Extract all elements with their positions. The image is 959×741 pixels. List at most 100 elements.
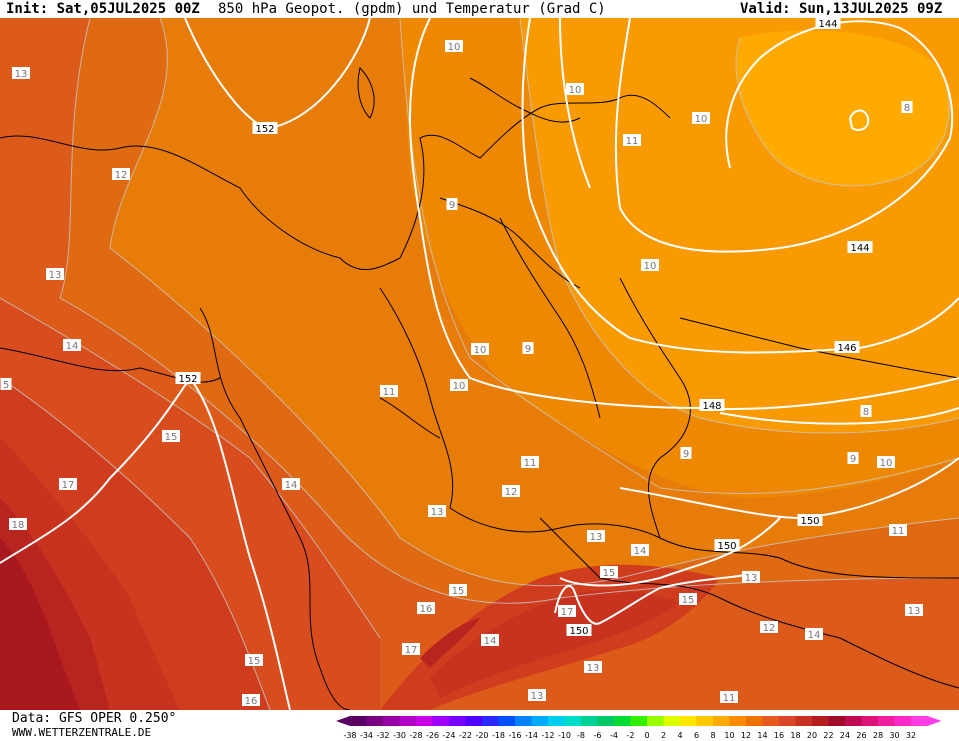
- temperature-label-box: [584, 661, 602, 673]
- temperature-label: 9: [525, 344, 531, 355]
- legend-tick-label: 10: [724, 731, 734, 740]
- temperature-label-box: [805, 628, 823, 640]
- country-border: [619, 277, 691, 539]
- legend-tick-label: 16: [774, 731, 784, 740]
- temperature-label: 14: [66, 341, 79, 352]
- temperature-label: 8: [904, 103, 910, 114]
- geopotential-label: 150: [800, 516, 819, 527]
- country-border: [539, 517, 959, 689]
- legend-tick-label: -22: [459, 731, 472, 740]
- legend-swatch: [795, 716, 812, 726]
- geopotential-label: 148: [702, 401, 721, 412]
- temperature-label: 16: [420, 604, 433, 615]
- temperature-label-box: [877, 456, 895, 468]
- temperature-field: [0, 538, 80, 710]
- temperature-label-box: [380, 385, 398, 397]
- legend-tick-label: 26: [856, 731, 866, 740]
- temperature-label-box: [162, 430, 180, 442]
- country-border: [499, 217, 601, 419]
- legend-arrow-left: [336, 716, 350, 726]
- map-footer: Data: GFS OPER 0.250° WWW.WETTERZENTRALE…: [0, 710, 959, 741]
- legend-tick-label: -24: [442, 731, 455, 740]
- temperature-label: 10: [695, 114, 708, 125]
- legend-arrow-right: [927, 716, 942, 726]
- temperature-label-box: [449, 584, 467, 596]
- isotherm: [0, 297, 381, 639]
- temperature-label: 11: [383, 387, 396, 398]
- geopotential-label: 144: [850, 243, 869, 254]
- temperature-label: 11: [892, 526, 905, 537]
- temperature-label-box: [889, 524, 907, 536]
- coastline: [469, 77, 581, 123]
- legend-tick-label: -6: [594, 731, 602, 740]
- temperature-label: 8: [863, 407, 869, 418]
- temperature-label: 13: [745, 573, 758, 584]
- legend-tick-label: -32: [376, 731, 389, 740]
- geopotential-label-box: [797, 514, 823, 526]
- temperature-label: 15: [248, 656, 261, 667]
- temperature-label-box: [623, 134, 641, 146]
- legend-swatch: [581, 716, 598, 726]
- isotherm: [735, 37, 950, 187]
- temperature-label: 15: [603, 568, 616, 579]
- temperature-label-box: [641, 259, 659, 271]
- temperature-label: 10: [644, 261, 657, 272]
- temperature-label: 17: [405, 645, 418, 656]
- temperature-field: [736, 30, 950, 186]
- temperature-label-box: [905, 604, 923, 616]
- legend-tick-label: -38: [343, 731, 356, 740]
- legend-swatch: [680, 716, 697, 726]
- legend-swatch: [812, 716, 829, 726]
- geopotential-label-box: [175, 372, 201, 384]
- temperature-label: 17: [561, 607, 574, 618]
- geopotential-contour: [559, 18, 591, 189]
- temperature-label: 14: [484, 636, 497, 647]
- legend-swatch: [548, 716, 565, 726]
- legend-swatch: [878, 716, 895, 726]
- legend-swatch: [729, 716, 746, 726]
- temperature-label-box: [12, 67, 30, 79]
- geopotential-label-box: [566, 624, 592, 636]
- legend-swatch: [746, 716, 763, 726]
- legend-tick-label: -26: [426, 731, 439, 740]
- legend-tick-label: 12: [741, 731, 751, 740]
- temperature-label-box: [587, 530, 605, 542]
- geopotential-contour: [521, 18, 959, 354]
- legend-tick-label: 2: [661, 731, 666, 740]
- legend-tick-label: 0: [644, 731, 649, 740]
- temperature-label-box: [245, 654, 263, 666]
- geopotential-contour: [848, 109, 870, 131]
- temperature-label: 15: [452, 586, 465, 597]
- temperature-label: 10: [880, 458, 893, 469]
- temperature-label: 17: [62, 480, 75, 491]
- temperature-label-box: [242, 694, 260, 706]
- legend-tick-label: 4: [677, 731, 682, 740]
- country-border: [679, 317, 959, 379]
- temperature-label: 12: [763, 623, 776, 634]
- temperature-label: 13: [908, 606, 921, 617]
- temperature-legend: -38 -34 -32 -30 -28 -26 -24 -22 -20 -18 -16 -14 -12-…: [336, 716, 942, 740]
- legend-swatch: [482, 716, 499, 726]
- legend-tick-label: -28: [409, 731, 422, 740]
- temperature-label-box: [112, 168, 130, 180]
- legend-swatch: [894, 716, 911, 726]
- country-border: [439, 197, 581, 289]
- legend-tick-label: 18: [790, 731, 800, 740]
- legend-tick-label: 24: [840, 731, 850, 740]
- temperature-label-box: [558, 605, 576, 617]
- init-time-label: Init: Sat,05JUL2025 00Z: [6, 1, 200, 17]
- temperature-label: 11: [524, 458, 537, 469]
- geopotential-label-box: [714, 539, 740, 551]
- isotherm: [59, 18, 959, 604]
- legend-swatch: [647, 716, 664, 726]
- isotherm: [519, 18, 959, 434]
- temperature-label: 14: [634, 546, 647, 557]
- legend-tick-label: -34: [360, 731, 373, 740]
- legend-swatch: [630, 716, 647, 726]
- coastline: [357, 67, 375, 119]
- geopotential-label: 146: [837, 343, 856, 354]
- temperature-label-box: [9, 518, 27, 530]
- legend-swatch: [449, 716, 466, 726]
- temperature-label: 11: [626, 136, 639, 147]
- temperature-label: 10: [569, 85, 582, 96]
